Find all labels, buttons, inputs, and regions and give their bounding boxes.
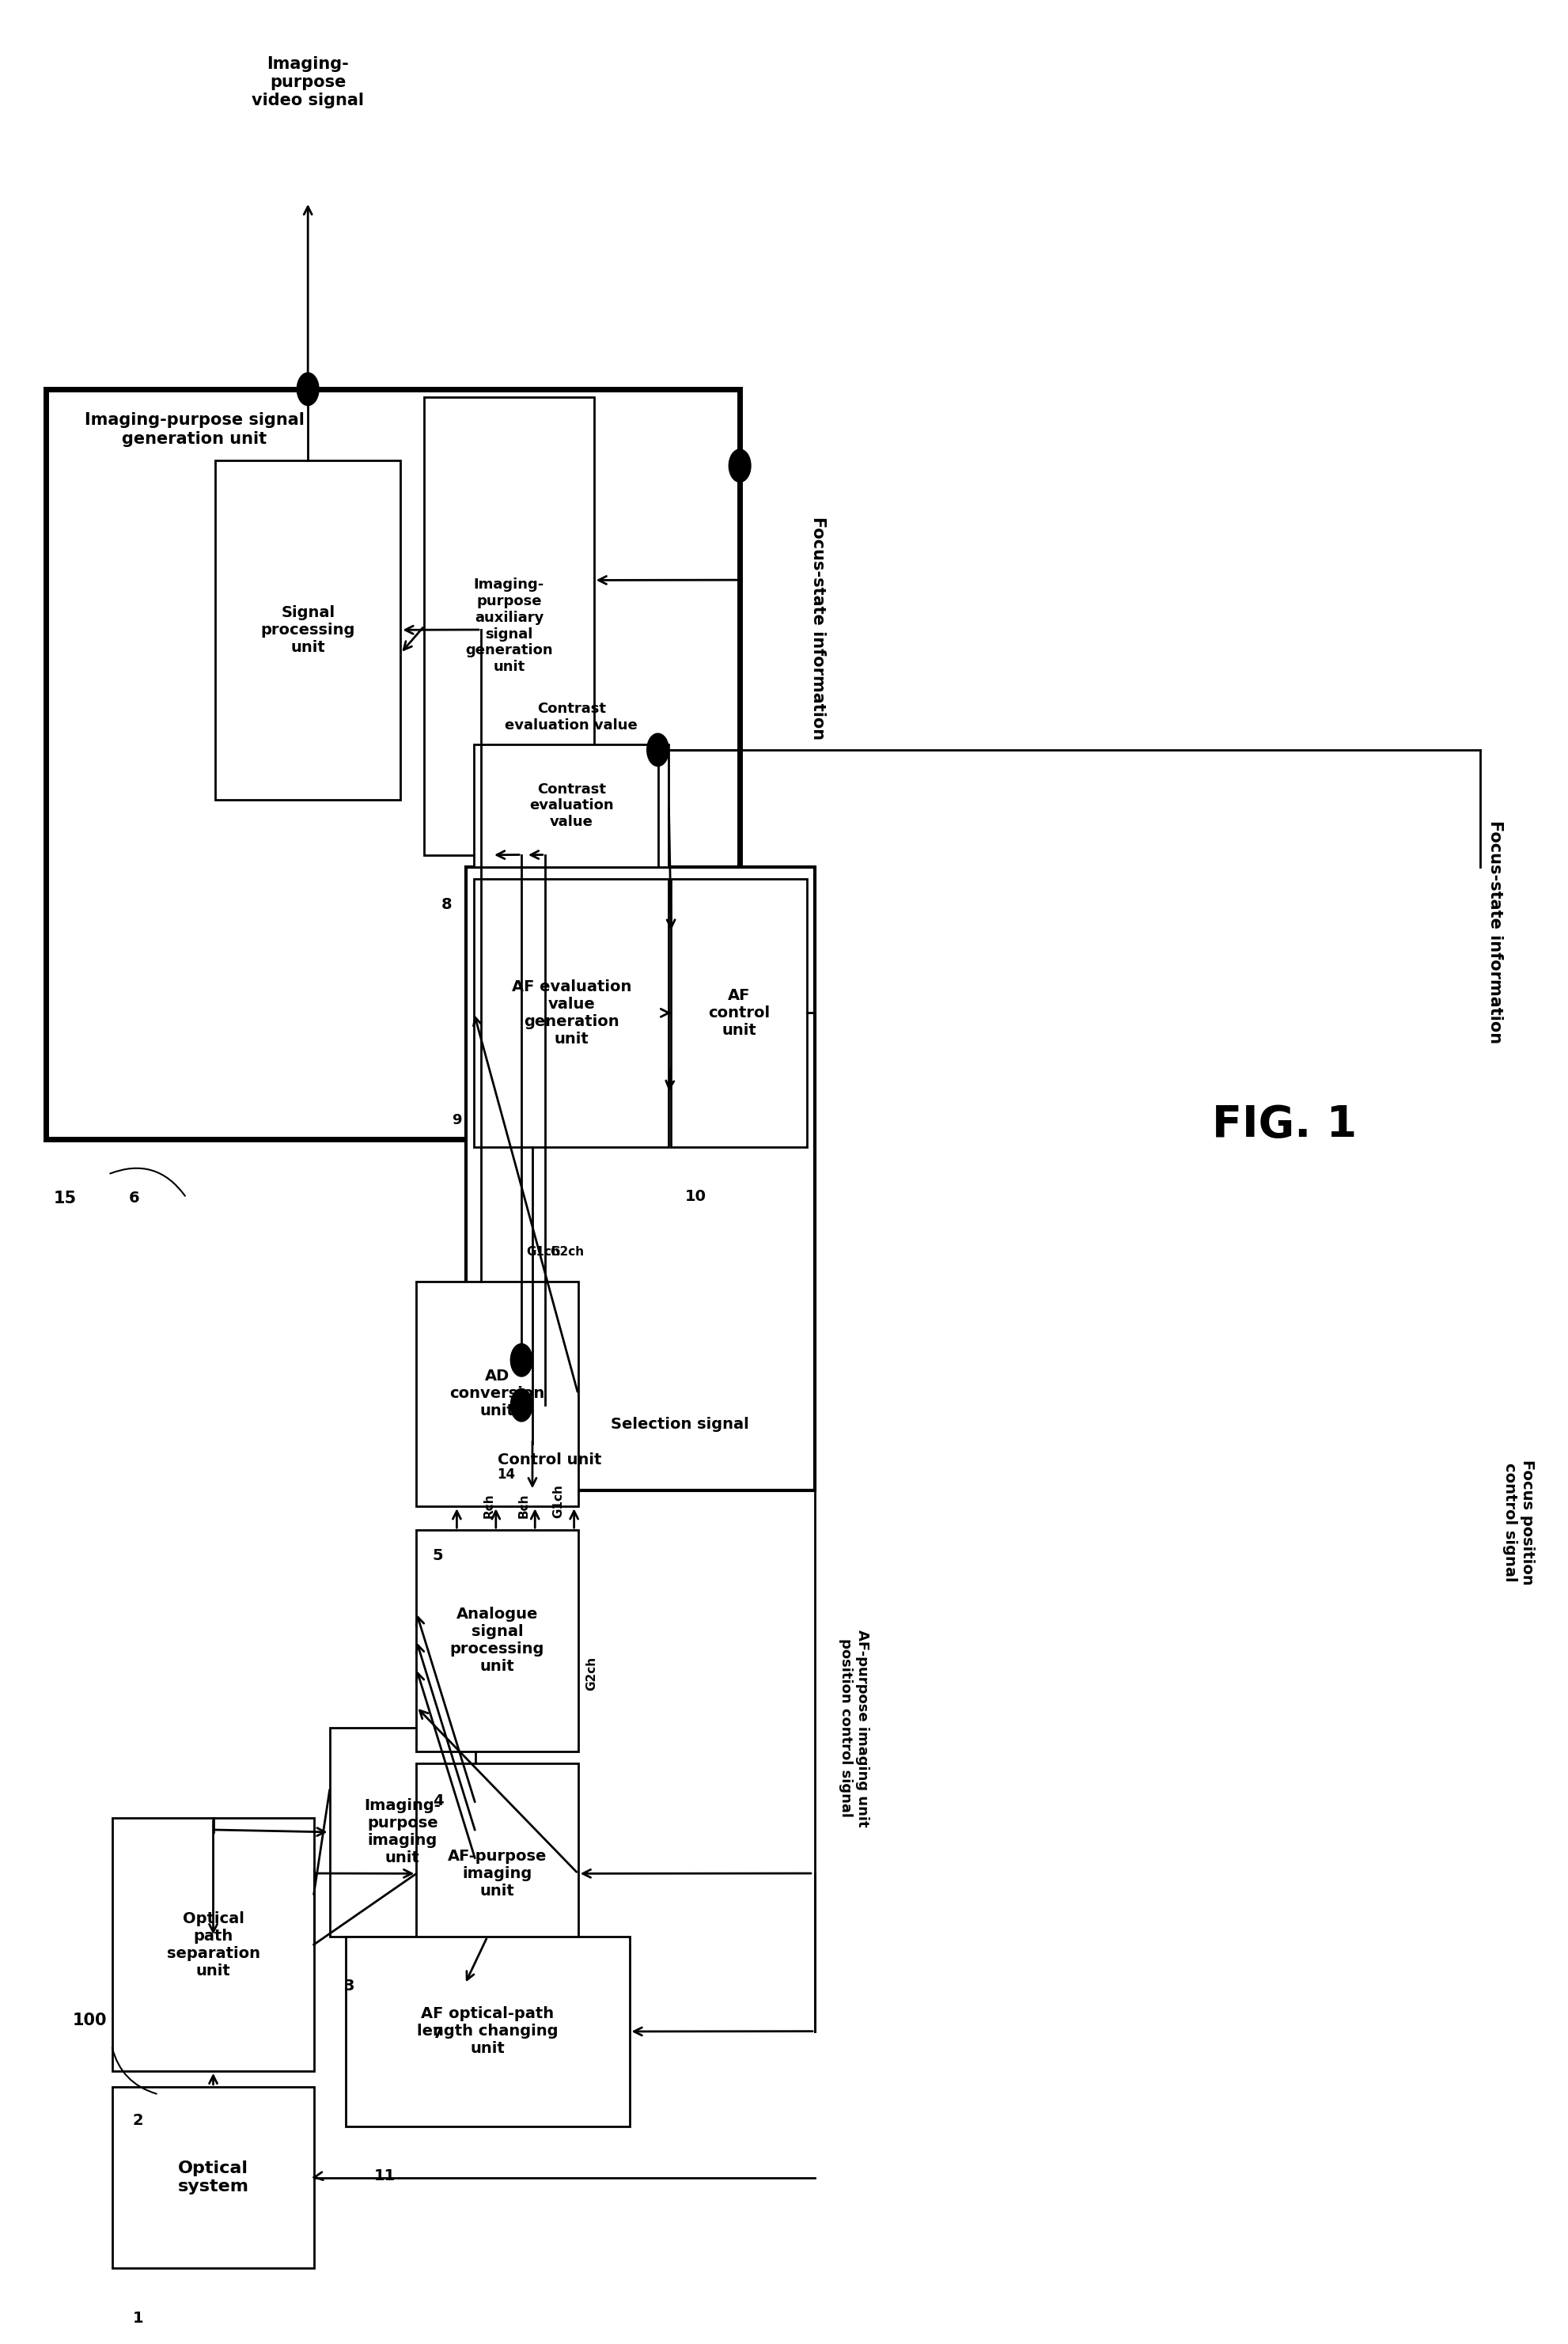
Text: G1ch: G1ch: [527, 1247, 560, 1259]
Text: Imaging-purpose signal
generation unit: Imaging-purpose signal generation unit: [85, 413, 304, 448]
Text: Focus-state information: Focus-state information: [811, 516, 826, 741]
Text: 4: 4: [433, 1793, 444, 1807]
Text: Bch: Bch: [517, 1493, 530, 1519]
Text: AF-purpose
imaging
unit: AF-purpose imaging unit: [447, 1849, 547, 1899]
Text: 6: 6: [129, 1191, 140, 1205]
Text: 10: 10: [685, 1188, 706, 1205]
FancyArrowPatch shape: [110, 1167, 185, 1195]
Text: Rch: Rch: [483, 1493, 495, 1519]
Bar: [671, 879, 808, 1146]
Text: Focus-state information: Focus-state information: [1488, 820, 1504, 1043]
Bar: [417, 1763, 579, 1983]
Text: 9: 9: [452, 1113, 461, 1127]
Text: 14: 14: [497, 1467, 516, 1481]
Circle shape: [511, 1388, 533, 1420]
Text: Analogue
signal
processing
unit: Analogue signal processing unit: [450, 1608, 544, 1674]
Text: Optical
path
separation
unit: Optical path separation unit: [166, 1910, 260, 1978]
Text: 100: 100: [72, 2013, 107, 2028]
Text: 5: 5: [433, 1549, 444, 1563]
Text: Signal
processing
unit: Signal processing unit: [260, 605, 354, 654]
Text: AD
conversion
unit: AD conversion unit: [450, 1369, 544, 1418]
Bar: [474, 745, 670, 867]
Bar: [417, 1282, 579, 1507]
Bar: [345, 1936, 629, 2126]
Text: Focus position
control signal: Focus position control signal: [1502, 1460, 1535, 1585]
Text: AF evaluation
value
generation
unit: AF evaluation value generation unit: [511, 980, 632, 1045]
Text: Selection signal: Selection signal: [610, 1418, 750, 1432]
FancyArrowPatch shape: [113, 2049, 157, 2093]
Text: G2ch: G2ch: [550, 1247, 583, 1259]
Text: AF-purpose imaging unit
position control signal: AF-purpose imaging unit position control…: [839, 1629, 869, 1826]
Text: 1: 1: [133, 2311, 144, 2325]
Bar: [466, 867, 815, 1491]
Bar: [425, 396, 594, 856]
Text: 11: 11: [373, 2168, 395, 2182]
Text: 2: 2: [133, 2112, 144, 2128]
Bar: [113, 2086, 314, 2269]
Text: Contrast
evaluation
value: Contrast evaluation value: [530, 783, 613, 830]
Bar: [215, 459, 400, 799]
Text: 15: 15: [53, 1191, 77, 1207]
Text: FIG. 1: FIG. 1: [1212, 1104, 1356, 1146]
Text: Imaging-
purpose
auxiliary
signal
generation
unit: Imaging- purpose auxiliary signal genera…: [466, 577, 554, 675]
Text: G1ch: G1ch: [552, 1484, 564, 1519]
Bar: [113, 1819, 314, 2072]
Text: AF optical-path
length changing
unit: AF optical-path length changing unit: [417, 2006, 558, 2056]
Bar: [329, 1728, 475, 1936]
Circle shape: [729, 450, 751, 483]
Text: Optical
system: Optical system: [177, 2161, 249, 2194]
Text: 8: 8: [441, 898, 452, 912]
Circle shape: [511, 1343, 533, 1376]
Text: Imaging-
purpose
video signal: Imaging- purpose video signal: [252, 56, 364, 108]
Text: Imaging-
purpose
imaging
unit: Imaging- purpose imaging unit: [364, 1798, 441, 1866]
Text: G2ch: G2ch: [586, 1657, 597, 1690]
Text: Contrast
evaluation value: Contrast evaluation value: [505, 703, 638, 734]
Text: AF
control
unit: AF control unit: [709, 987, 770, 1038]
Bar: [417, 1531, 579, 1751]
Circle shape: [648, 734, 670, 766]
Bar: [474, 879, 670, 1146]
Text: 3: 3: [345, 1978, 354, 1995]
Bar: [45, 389, 740, 1139]
Text: Control unit: Control unit: [497, 1453, 601, 1467]
Text: 7: 7: [433, 2025, 444, 2042]
Circle shape: [296, 373, 318, 406]
